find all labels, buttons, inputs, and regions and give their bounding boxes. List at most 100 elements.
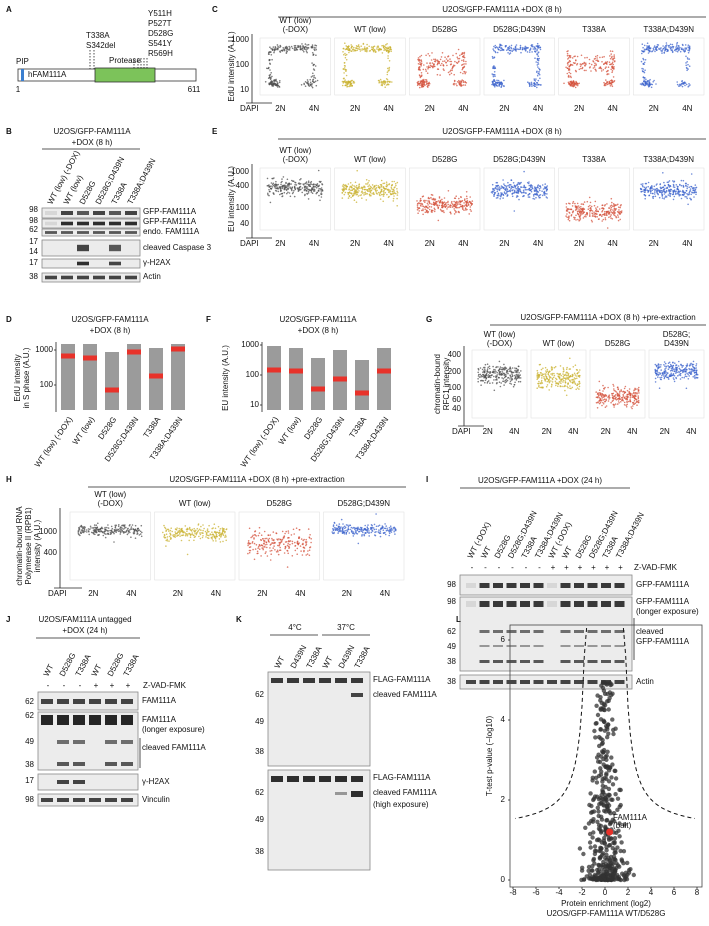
cell-dot [285, 546, 287, 548]
cell-dot [615, 403, 617, 405]
cell-dot [280, 184, 282, 186]
cell-dot [454, 205, 456, 207]
cell-dot [597, 211, 599, 213]
cell-dot [506, 186, 508, 188]
cell-dot [493, 50, 495, 52]
cell-dot [683, 83, 685, 85]
cell-dot [421, 81, 423, 83]
cell-dot [347, 84, 349, 86]
cell-dot [249, 552, 251, 554]
cell-dot [281, 178, 283, 180]
cell-dot [599, 389, 601, 391]
cell-dot [224, 532, 226, 534]
cell-dot [498, 49, 500, 51]
cell-dot [170, 527, 172, 529]
cell-dot [613, 385, 615, 387]
cell-dot [388, 68, 390, 70]
cell-dot [458, 198, 460, 200]
mw-label: 98 [29, 205, 38, 214]
cell-dot [688, 378, 690, 380]
cell-dot [656, 365, 658, 367]
cell-dot [586, 57, 588, 59]
cell-dot [611, 198, 613, 200]
cell-dot [585, 214, 587, 216]
cell-dot [223, 528, 225, 530]
cell-dot [207, 530, 209, 532]
cell-dot [652, 198, 654, 200]
condition-label: WT (low) [279, 16, 311, 25]
condition-label: D439N [664, 339, 689, 348]
cell-dot [267, 555, 269, 557]
scatter-cloud [331, 513, 396, 544]
cell-dot [268, 51, 270, 53]
cell-dot [581, 211, 583, 213]
cell-dot [537, 378, 539, 380]
cell-dot [120, 532, 122, 534]
cell-dot [568, 72, 570, 74]
cell-dot [457, 201, 459, 203]
cell-dot [685, 374, 687, 376]
cell-dot [220, 541, 222, 543]
cell-dot [313, 75, 315, 77]
cell-dot [638, 398, 640, 400]
cell-dot [225, 535, 227, 537]
cell-dot [666, 42, 668, 44]
cell-dot [211, 537, 213, 539]
cell-dot [466, 198, 468, 200]
cell-dot [309, 537, 311, 539]
cell-dot [396, 191, 398, 193]
cell-dot [502, 186, 504, 188]
cell-dot [277, 82, 279, 84]
cell-dot [280, 549, 282, 551]
cell-dot [170, 533, 172, 535]
cell-dot [521, 192, 523, 194]
cell-dot [684, 196, 686, 198]
cell-dot [308, 84, 310, 86]
cell-dot [544, 186, 546, 188]
cell-dot [601, 68, 603, 70]
cell-dot [542, 184, 544, 186]
cell-dot [397, 192, 399, 194]
x-axis-label: DAPI [240, 239, 259, 248]
cell-dot [603, 56, 605, 58]
cell-dot [162, 532, 164, 534]
cell-dot [426, 210, 428, 212]
cell-dot [389, 67, 391, 69]
subplot-frame [260, 38, 331, 95]
cell-dot [310, 186, 312, 188]
cell-dot [616, 399, 618, 401]
cell-dot [352, 195, 354, 197]
cell-dot [346, 46, 348, 48]
cell-dot [344, 67, 346, 69]
cell-dot [611, 205, 613, 207]
cell-dot [613, 212, 615, 214]
cell-dot [424, 201, 426, 203]
cell-dot [616, 217, 618, 219]
cell-dot [387, 71, 389, 73]
cell-dot [346, 48, 348, 50]
cell-dot [290, 187, 292, 189]
cell-dot [259, 532, 261, 534]
cell-dot [480, 374, 482, 376]
cell-dot [676, 184, 678, 186]
cell-dot [300, 49, 302, 51]
cell-dot [657, 368, 659, 370]
cell-dot [565, 380, 567, 382]
cell-dot [447, 60, 449, 62]
cell-dot [491, 374, 493, 376]
cell-dot [512, 189, 514, 191]
cell-dot [397, 182, 399, 184]
cell-dot [608, 396, 610, 398]
cell-dot [459, 200, 461, 202]
cell-dot [675, 193, 677, 195]
cell-dot [677, 51, 679, 53]
cell-dot [269, 75, 271, 77]
cell-dot [348, 52, 350, 54]
cell-dot [168, 540, 170, 542]
cell-dot [256, 544, 258, 546]
cell-dot [542, 195, 544, 197]
cell-dot [267, 194, 269, 196]
blot-band [93, 231, 105, 234]
cell-dot [658, 364, 660, 366]
x-tick-label: 2N [425, 104, 435, 113]
